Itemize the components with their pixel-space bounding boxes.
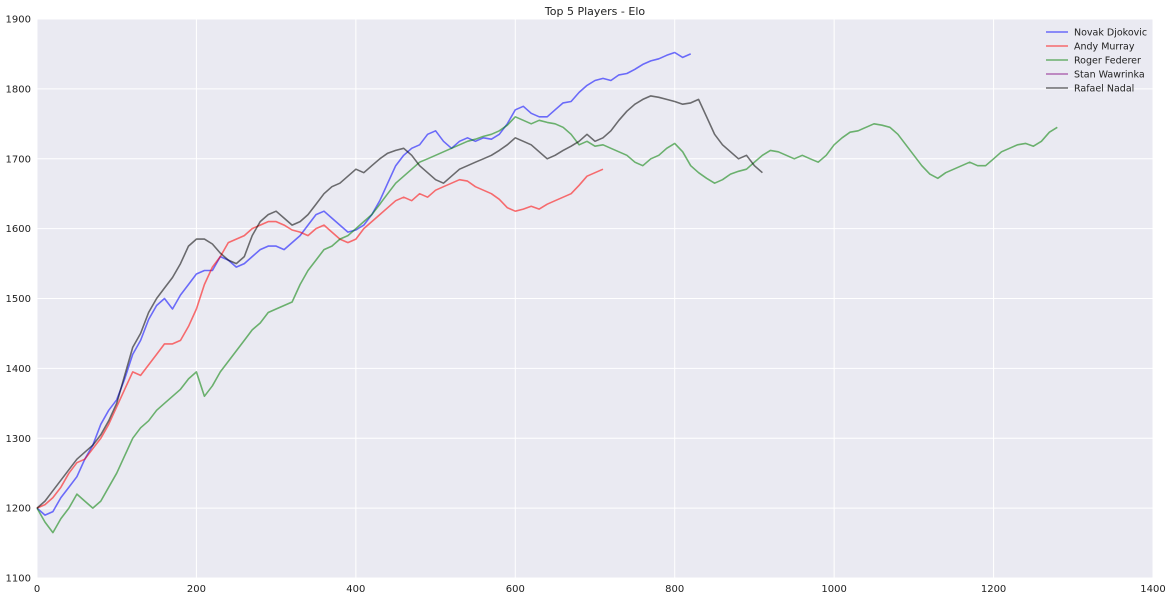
y-tick-label: 1900 [6, 15, 31, 26]
x-tick-label: 800 [665, 584, 684, 595]
x-tick-label: 0 [34, 584, 40, 595]
x-tick-label: 400 [346, 584, 365, 595]
legend-label-rafael-nadal: Rafael Nadal [1074, 84, 1134, 95]
y-tick-label: 1500 [6, 294, 31, 305]
legend-label-andy-murray: Andy Murray [1074, 42, 1135, 53]
legend-label-stan-wawrinka: Stan Wawrinka [1074, 70, 1145, 81]
y-tick-label: 1600 [6, 224, 31, 235]
series-line-roger-federer [36, 116, 1058, 534]
x-tick-label: 1400 [1140, 584, 1165, 595]
y-tick-label: 1300 [6, 434, 31, 445]
x-tick-label: 200 [187, 584, 206, 595]
series-line-rafael-nadal [36, 95, 763, 509]
y-axis-ticks: 1100 1200 1300 1400 1500 1600 1700 1800 1900 [6, 15, 31, 585]
x-tick-label: 600 [506, 584, 525, 595]
chart-title: Top 5 Players - Elo [544, 5, 645, 18]
series-lines [36, 51, 1058, 534]
y-tick-label: 1400 [6, 364, 31, 375]
legend-label-roger-federer: Roger Federer [1074, 56, 1141, 67]
grid-lines [36, 18, 1154, 579]
x-tick-label: 1000 [821, 584, 846, 595]
legend-label-novak-djokovic: Novak Djokovic [1074, 28, 1147, 39]
y-tick-label: 1800 [6, 84, 31, 95]
legend: Novak Djokovic Andy Murray Roger Federer St… [1046, 28, 1147, 95]
x-axis-ticks: 0 200 400 600 800 1000 1200 1400 [34, 584, 1166, 595]
x-tick-label: 1200 [981, 584, 1006, 595]
series-line-novak-djokovic [36, 51, 692, 516]
series-line-andy-murray [36, 168, 604, 509]
y-tick-label: 1200 [6, 504, 31, 515]
y-tick-label: 1100 [6, 574, 31, 585]
y-tick-label: 1700 [6, 154, 31, 165]
